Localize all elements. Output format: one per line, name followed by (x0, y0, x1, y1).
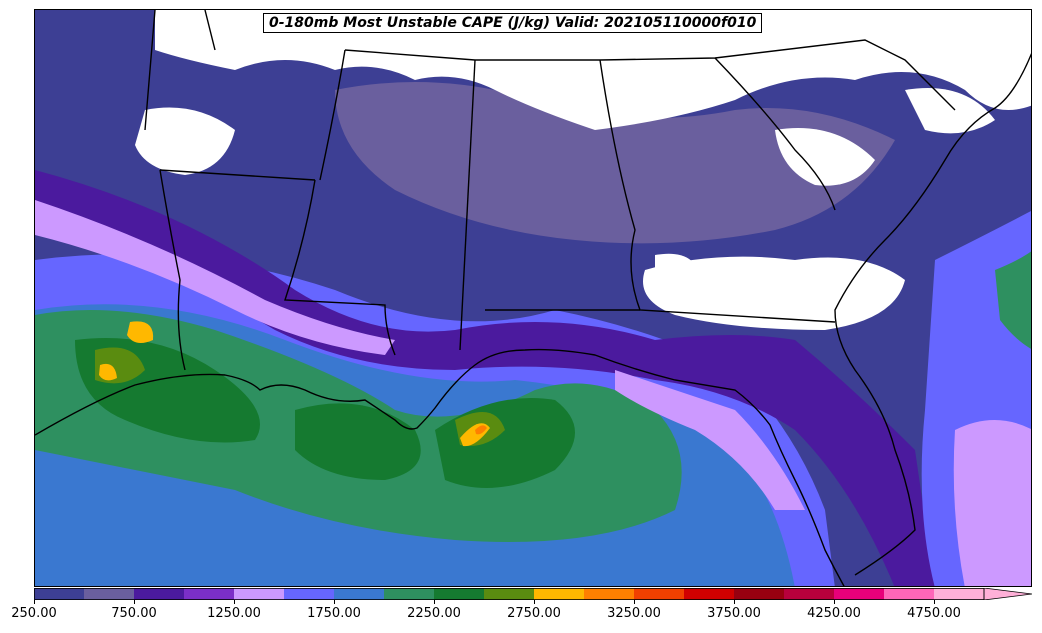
cape-map (35, 10, 1031, 586)
no-cape-north-band (155, 10, 1031, 130)
colorbar-swatch (584, 588, 635, 600)
texas-yellow-region-2 (99, 363, 117, 381)
colorbar-tick (234, 600, 235, 604)
no-cape-georgia (643, 256, 905, 330)
colorbar-swatch (334, 588, 385, 600)
colorbar-tick (134, 600, 135, 604)
gulf-coastline (35, 348, 845, 586)
border-louisiana-mississippi (284, 179, 396, 356)
colorbar-tick-label: 3250.00 (607, 606, 661, 621)
texas-yellow-region (127, 321, 154, 344)
colorbar-swatch (34, 588, 85, 600)
colorbar-swatch (834, 588, 885, 600)
atlantic-coastline (834, 52, 1031, 576)
no-cape-arkansas (135, 107, 235, 175)
colorbar-swatch (634, 588, 685, 600)
land-lavender-strip (35, 200, 395, 355)
atlantic-green-region (995, 251, 1031, 349)
colorbar-swatch (784, 588, 835, 600)
border-georgia-south-carolina (714, 57, 836, 211)
gulf-dark-green-region-2 (295, 403, 421, 480)
colorbar-tick (34, 600, 35, 604)
colorbar-swatch (934, 588, 985, 600)
colorbar-swatch (884, 588, 935, 600)
colorbar-swatch (434, 588, 485, 600)
colorbar-swatch (684, 588, 735, 600)
colorbar-outline (34, 588, 985, 600)
no-cape-carolinas (775, 128, 875, 186)
colorbar-tick (534, 600, 535, 604)
colorbar-tick-label: 2750.00 (507, 606, 561, 621)
atlantic-lavender-region (953, 420, 1031, 586)
colorbar-swatch (534, 588, 585, 600)
colorbar-tick (834, 600, 835, 604)
map-title: 0-180mb Most Unstable CAPE (J/kg) Valid:… (263, 13, 763, 33)
land-slate-region (335, 82, 895, 244)
colorbar-tick (734, 600, 735, 604)
colorbar-swatch (134, 588, 185, 600)
border-texas-louisiana (159, 169, 186, 371)
colorbar-tick (434, 600, 435, 604)
colorbar-swatch (734, 588, 785, 600)
colorbar-extend-arrow (983, 588, 1032, 600)
colorbar (34, 588, 1032, 600)
florida-lavender (615, 370, 805, 510)
colorbar-tick (634, 600, 635, 604)
border-texas-oklahoma (144, 10, 156, 131)
colorbar-tick-label: 1750.00 (307, 606, 361, 621)
colorbar-swatch (484, 588, 535, 600)
border-mississippi-alabama (319, 49, 346, 181)
state-borders (35, 10, 1031, 586)
colorbar-tick-label: 4750.00 (907, 606, 961, 621)
colorbar-tick (934, 600, 935, 604)
no-cape-north-carolina (905, 88, 995, 134)
border-tennessee-north (204, 10, 216, 51)
colorbar-swatch (234, 588, 285, 600)
border-north-line (344, 39, 956, 111)
colorbar-tick-label: 750.00 (111, 606, 157, 621)
colorbar-tick-label: 2250.00 (407, 606, 461, 621)
colorbar-swatch (384, 588, 435, 600)
border-arkansas-south (159, 169, 316, 181)
colorbar-tick (334, 600, 335, 604)
border-alabama-mississippi (459, 59, 476, 351)
colorbar-swatch (84, 588, 135, 600)
colorbar-tick-label: 4250.00 (807, 606, 861, 621)
border-alabama-georgia (599, 59, 836, 323)
colorbar-swatch (284, 588, 335, 600)
no-cape-georgia-small (655, 253, 695, 271)
land-violet-band (35, 170, 935, 586)
map-panel (34, 9, 1032, 587)
colorbar-swatch (184, 588, 235, 600)
colorbar-tick-label: 250.00 (11, 606, 57, 621)
colorbar-tick-label: 3750.00 (707, 606, 761, 621)
gulf-orange-core (475, 425, 487, 435)
colorbar-tick-label: 1250.00 (207, 606, 261, 621)
